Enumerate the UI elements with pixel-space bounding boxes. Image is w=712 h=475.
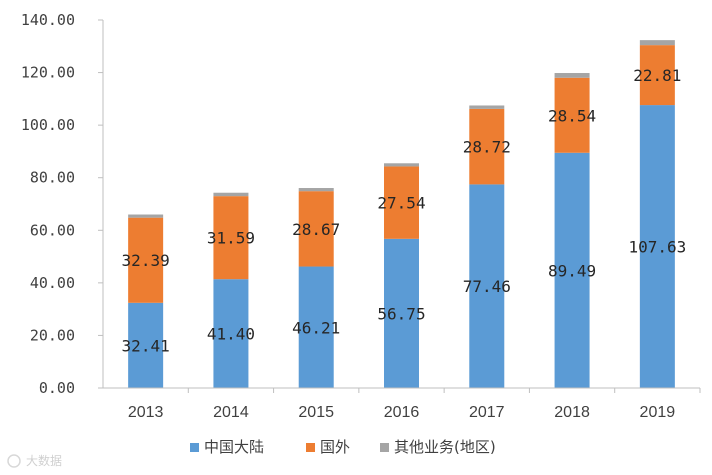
- data-label: 22.81: [633, 66, 681, 85]
- data-label: 56.75: [377, 304, 425, 323]
- bar-segment: [469, 105, 505, 109]
- bar-segment: [213, 279, 249, 388]
- data-label: 32.41: [122, 336, 170, 355]
- x-tick-label: 2018: [554, 404, 590, 421]
- bar-segment: [213, 192, 249, 197]
- legend-swatch: [190, 443, 199, 452]
- legend-label: 中国大陆: [204, 438, 264, 456]
- x-tick-label: 2013: [128, 404, 164, 421]
- bar-segment: [554, 77, 590, 153]
- data-label: 107.63: [628, 238, 686, 257]
- bar-segment: [469, 184, 505, 388]
- bar-segment: [639, 40, 675, 46]
- bar-segment: [384, 166, 419, 239]
- y-tick-label: 20.00: [30, 326, 75, 344]
- y-tick-label: 100.00: [21, 116, 75, 134]
- watermark-text: 大数据: [26, 453, 62, 468]
- watermark-logo-icon: [7, 454, 21, 468]
- data-label: 27.54: [377, 194, 425, 213]
- bar-segment: [639, 105, 675, 389]
- watermark: 大数据: [7, 453, 62, 468]
- data-label: 28.72: [463, 138, 511, 157]
- bar-segment: [298, 188, 334, 192]
- y-tick-label: 120.00: [21, 64, 75, 82]
- data-label: 31.59: [207, 229, 255, 248]
- x-tick-label: 2016: [384, 404, 420, 421]
- y-tick-label: 60.00: [30, 221, 75, 239]
- bar-segment: [639, 45, 675, 106]
- data-label: 28.67: [292, 220, 340, 239]
- legend-label: 其他业务(地区): [394, 438, 496, 456]
- y-tick-label: 140.00: [21, 11, 75, 29]
- data-labels: 32.41 32.39 41.40 31.59 46.21 28.67 56.75 27.54…: [122, 66, 687, 355]
- y-tick-label: 80.00: [30, 169, 75, 187]
- bar-segment: [384, 163, 419, 167]
- legend-swatch: [380, 443, 389, 452]
- y-axis: 0.00 20.00 40.00 60.00 80.00 100.00 120.00 140.…: [21, 11, 104, 397]
- bar-segment: [554, 152, 590, 388]
- x-axis: 2013 2014 2015 2016 2017 2018 2019: [103, 387, 701, 421]
- bar-segment: [128, 302, 164, 388]
- data-label: 41.40: [207, 325, 255, 344]
- y-tick-label: 0.00: [39, 379, 75, 397]
- data-label: 46.21: [292, 318, 340, 337]
- data-label: 89.49: [548, 261, 596, 280]
- legend-swatch: [306, 443, 315, 452]
- bar-segment: [298, 266, 334, 388]
- bars: [128, 40, 675, 389]
- x-tick-label: 2014: [213, 404, 249, 421]
- data-label: 77.46: [463, 277, 511, 296]
- legend: 中国大陆 国外 其他业务(地区): [190, 438, 496, 456]
- legend-label: 国外: [320, 438, 350, 456]
- data-label: 32.39: [122, 251, 170, 270]
- bar-segment: [128, 214, 164, 218]
- bar-segment: [469, 108, 505, 185]
- data-label: 28.54: [548, 106, 596, 125]
- x-tick-label: 2019: [640, 404, 676, 421]
- bar-segment: [128, 217, 164, 303]
- y-tick-label: 40.00: [30, 274, 75, 292]
- x-tick-label: 2017: [469, 404, 505, 421]
- bar-segment: [213, 196, 249, 280]
- bar-segment: [384, 238, 419, 388]
- bar-segment: [554, 73, 590, 78]
- bar-segment: [298, 191, 334, 267]
- x-tick-label: 2015: [298, 404, 334, 421]
